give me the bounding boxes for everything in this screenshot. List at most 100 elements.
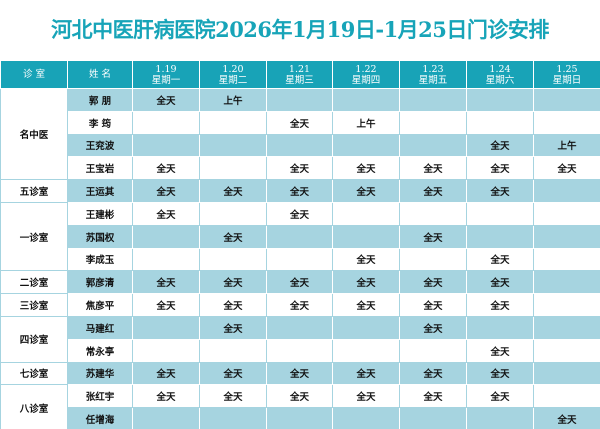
schedule-slot: 全天	[399, 315, 467, 340]
schedule-slot: 全天	[132, 179, 200, 203]
doctor-name: 苏国权	[67, 224, 133, 249]
schedule-row: 李 筠 全天 上午	[1, 110, 600, 135]
room-cell: 一诊室	[0, 201, 68, 272]
schedule-slot	[199, 110, 267, 135]
schedule-slot	[266, 133, 333, 158]
schedule-slot	[132, 133, 200, 158]
schedule-slot: 全天	[132, 201, 200, 226]
schedule-slot	[132, 224, 200, 249]
header-day: 1.24 星期六	[466, 60, 534, 89]
schedule-slot	[132, 110, 200, 135]
schedule-slot	[399, 201, 467, 226]
header-weekday: 星期二	[218, 74, 248, 86]
schedule-slot	[533, 224, 600, 249]
schedule-slot: 全天	[466, 270, 534, 295]
schedule-slot	[533, 179, 600, 203]
schedule-row: 四诊室 马建红 全天 全天	[0, 315, 600, 363]
schedule-slot	[466, 224, 534, 249]
schedule-slot	[132, 338, 200, 363]
header-day: 1.20 星期二	[199, 60, 267, 89]
schedule-slot	[533, 110, 600, 135]
schedule-slot	[266, 247, 333, 272]
schedule-slot	[399, 338, 467, 363]
schedule-row: 七诊室 苏建华 全天 全天 全天 全天 全天 全天	[0, 361, 600, 386]
header-date: 1.24	[489, 63, 511, 75]
header-name: 姓 名	[67, 60, 133, 89]
schedule-slot: 全天	[266, 293, 333, 317]
header-day: 1.19 星期一	[132, 60, 200, 89]
schedule-row: 三诊室 焦彦平 全天 全天 全天 全天 全天 全天	[0, 293, 600, 317]
schedule-slot: 全天	[466, 293, 534, 317]
header-day: 1.23 星期五	[399, 60, 467, 89]
header-weekday: 星期四	[351, 74, 381, 86]
schedule-slot: 全天	[132, 361, 200, 386]
schedule-slot	[266, 407, 333, 429]
doctor-name: 张红宇	[67, 384, 133, 409]
header-room: 诊 室	[0, 60, 68, 89]
room-cell: 七诊室	[0, 361, 68, 386]
schedule-row: 任增海 全天	[1, 407, 600, 429]
room-cell: 四诊室	[0, 315, 68, 363]
doctor-name: 任增海	[67, 407, 133, 429]
schedule-slot: 全天	[399, 179, 467, 203]
doctor-name: 马建红	[67, 315, 133, 340]
schedule-slot	[199, 201, 267, 226]
schedule-row: 苏国权 全天 全天	[1, 224, 600, 249]
room-cell: 三诊室	[0, 293, 68, 317]
schedule-body: 名中医郭 朋全天 上午李 筠全天 上午 王兖波 全天 上午 王宝岩 全天 全天 全天 全天 全天 全天五…	[0, 87, 600, 429]
schedule-slot: 全天	[332, 293, 400, 317]
doctor-name: 郭彦清	[67, 270, 133, 295]
schedule-slot: 全天	[466, 338, 534, 363]
schedule-slot	[199, 338, 267, 363]
schedule-slot: 全天	[199, 270, 267, 295]
schedule-slot: 全天	[466, 133, 534, 158]
doctor-name: 常永亭	[67, 338, 133, 363]
schedule-slot: 全天	[199, 293, 267, 317]
schedule-slot: 全天	[332, 156, 400, 181]
schedule-slot	[466, 315, 534, 340]
schedule-slot: 全天	[399, 293, 467, 317]
doctor-name: 郭 朋	[67, 88, 133, 112]
schedule-slot: 上午	[332, 110, 400, 135]
schedule-slot: 全天	[332, 247, 400, 272]
room-cell: 五诊室	[0, 179, 68, 203]
header-date: 1.23	[422, 63, 444, 75]
schedule-slot	[533, 270, 600, 295]
schedule-slot	[399, 88, 467, 112]
header-date: 1.19	[155, 63, 177, 75]
schedule-slot	[533, 361, 600, 386]
schedule-slot: 全天	[266, 384, 333, 409]
schedule-row: 王兖波 全天 上午	[1, 133, 600, 158]
doctor-name: 王建彬	[67, 201, 133, 226]
doctor-name: 焦彦平	[67, 293, 133, 317]
schedule-row: 一诊室 王建彬 全天 全天	[0, 201, 600, 272]
header-day: 1.21 星期三	[266, 60, 333, 89]
schedule-slot	[266, 224, 333, 249]
schedule-row: 五诊室 王运其 全天 全天 全天 全天 全天 全天	[0, 179, 600, 203]
schedule-slot	[533, 88, 600, 112]
room-cell: 二诊室	[0, 270, 68, 295]
schedule-slot	[332, 88, 400, 112]
schedule-slot	[533, 384, 600, 409]
schedule-slot: 全天	[199, 179, 267, 203]
header-date: 1.20	[222, 63, 244, 75]
schedule-slot	[533, 293, 600, 317]
schedule-slot	[533, 247, 600, 272]
schedule-slot	[533, 201, 600, 226]
schedule-slot: 全天	[132, 384, 200, 409]
schedule-slot: 全天	[132, 156, 200, 181]
schedule-slot: 全天	[132, 88, 200, 112]
schedule-slot: 全天	[332, 179, 400, 203]
room-cell: 八诊室	[0, 384, 68, 429]
schedule-row: 王宝岩 全天 全天 全天 全天 全天 全天	[1, 156, 600, 181]
schedule-slot: 全天	[533, 156, 600, 181]
schedule-slot	[132, 247, 200, 272]
schedule-slot	[332, 133, 400, 158]
schedule-table: 诊 室 姓 名 1.19 星期一 1.20 星期二 1.21 星期三 1.22 星期四 …	[0, 60, 600, 429]
schedule-slot: 全天	[266, 361, 333, 386]
schedule-row: 常永亭 全天	[1, 338, 600, 363]
schedule-slot: 全天	[466, 361, 534, 386]
schedule-slot	[199, 156, 267, 181]
schedule-slot: 全天	[466, 179, 534, 203]
schedule-slot: 全天	[199, 224, 267, 249]
